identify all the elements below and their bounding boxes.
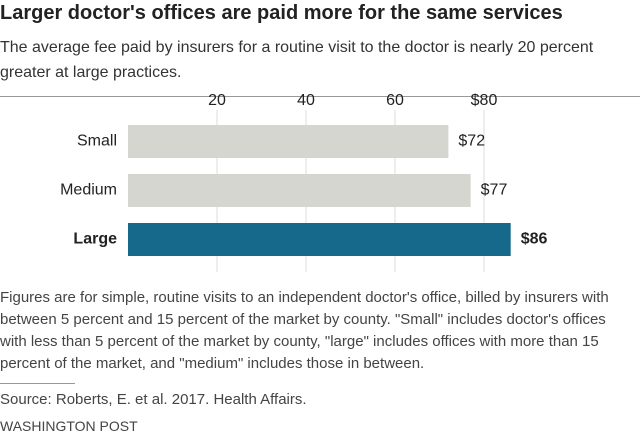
- note: Figures are for simple, routine visits t…: [0, 289, 609, 372]
- x-tick-label: 20: [208, 92, 226, 109]
- y-tick-label: Large: [73, 231, 117, 248]
- value-label: $86: [521, 231, 548, 248]
- x-tick-label: 60: [386, 92, 404, 109]
- credit: WASHINGTON POST: [0, 418, 138, 434]
- divider: [0, 383, 75, 384]
- x-tick-label: $80: [471, 92, 498, 109]
- divider: [0, 96, 640, 97]
- source: Source: Roberts, E. et al. 2017. Health …: [0, 391, 307, 408]
- chart-subtitle: The average fee paid by insurers for a r…: [0, 39, 594, 81]
- bar: [128, 223, 511, 256]
- value-label: $77: [481, 182, 508, 199]
- bar: [128, 174, 471, 207]
- y-tick-label: Medium: [60, 182, 117, 199]
- chart-title: Larger doctor's offices are paid more fo…: [0, 2, 563, 24]
- bar: [128, 125, 449, 158]
- y-tick-label: Small: [77, 133, 117, 150]
- chart: 20 40 60 $80 Small $72 Medium $77 Large $86: [60, 92, 548, 272]
- value-label: $72: [458, 133, 485, 150]
- x-tick-label: 40: [297, 92, 315, 109]
